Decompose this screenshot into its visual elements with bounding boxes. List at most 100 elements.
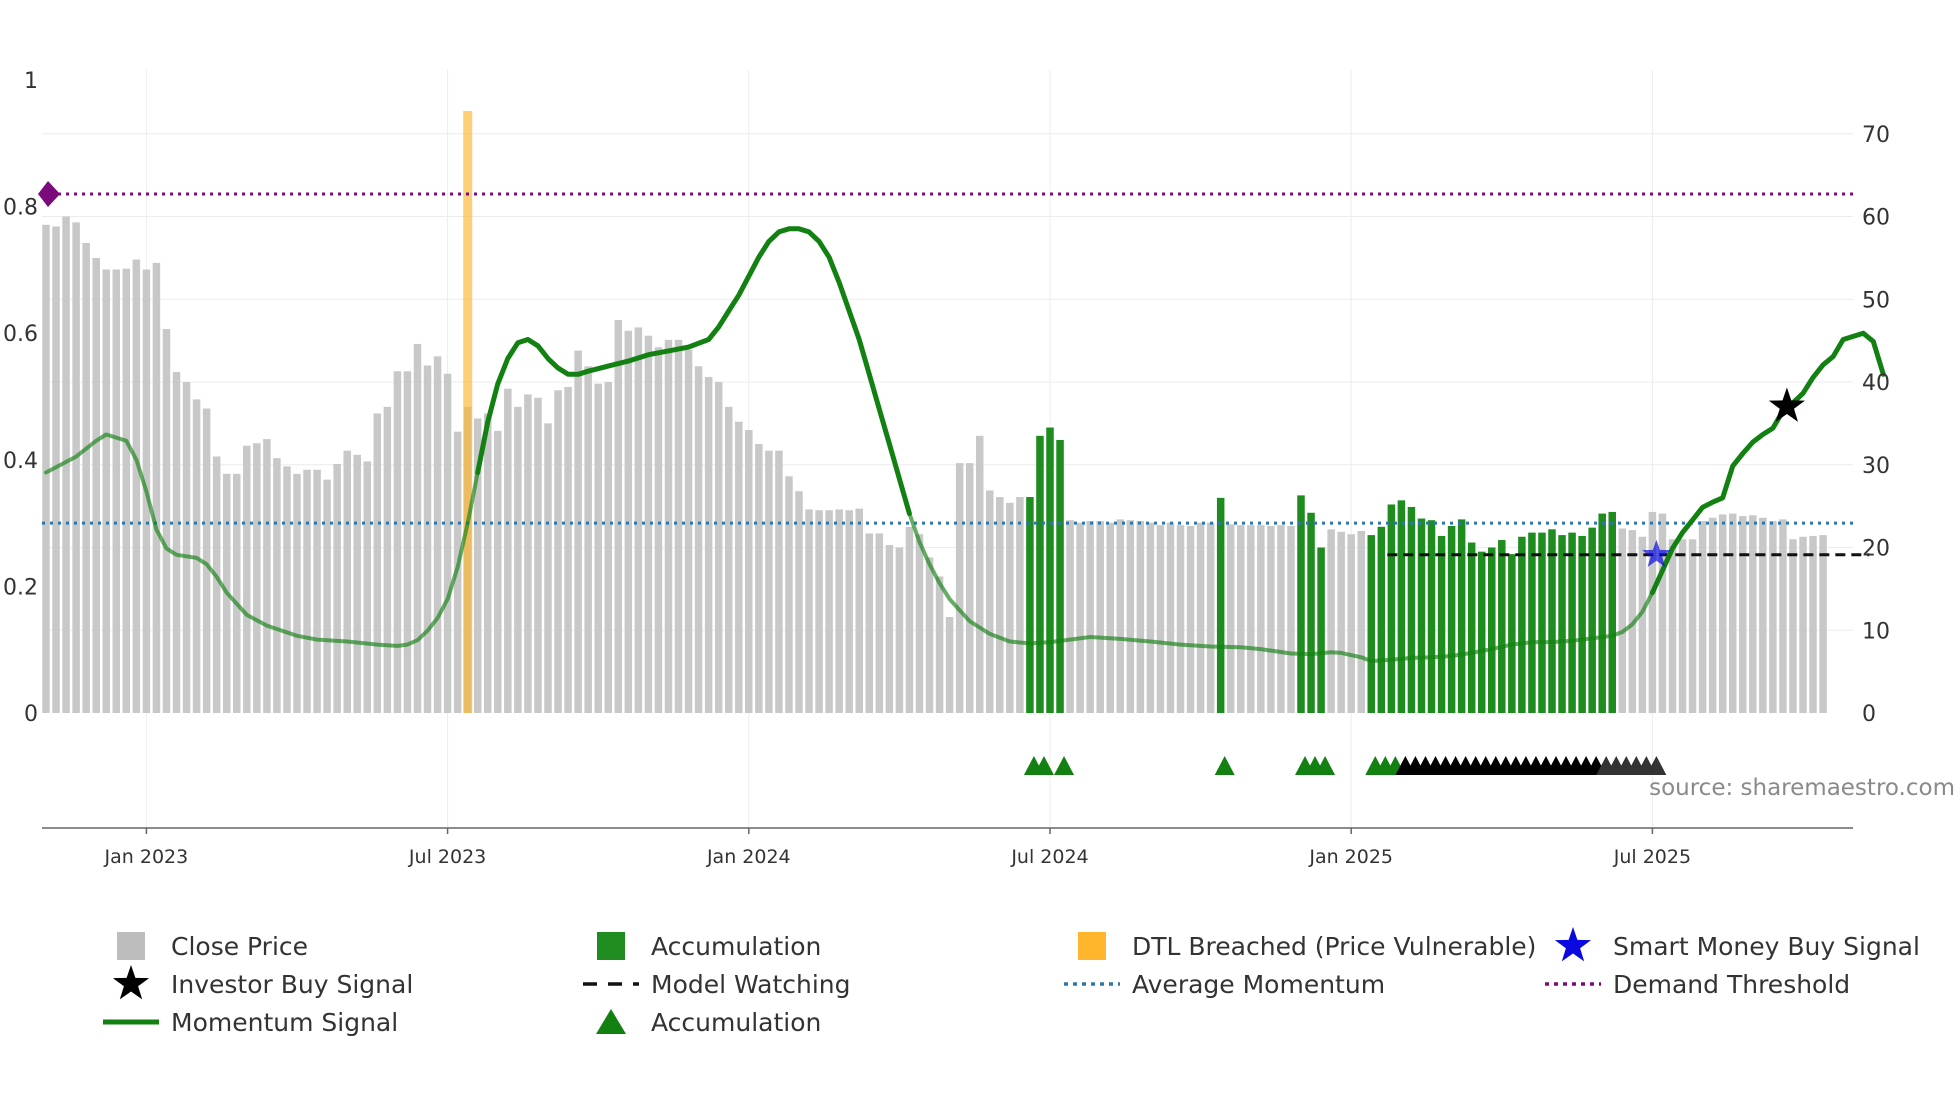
close-price-bar [1186,525,1195,713]
close-price-bar [92,257,100,713]
accumulation-bar [1578,535,1586,713]
close-price-bar [1779,519,1787,713]
close-price-bar [1116,519,1125,713]
accumulation-bar [1056,439,1064,713]
close-price-bar [674,339,683,713]
accumulation-bar [1437,535,1446,713]
close-price-bar [313,469,321,713]
close-price-bar [1166,522,1175,713]
close-price-bar [564,386,572,713]
momentum-signal-line [44,432,480,648]
close-price-bar [443,373,452,713]
x-tick-label: Jan 2023 [104,846,189,868]
close-price-bar [1648,511,1657,713]
close-price-bar [263,439,271,713]
close-price-bar [704,377,713,713]
close-price-bar [1708,517,1717,713]
right-tick-label: 70 [1862,123,1890,148]
legend-label: Average Momentum [1132,970,1385,999]
legend-label: Accumulation [651,1008,821,1037]
close-price-bar [1698,521,1707,713]
close-price-bar [172,372,181,713]
close-price-bar [1749,515,1757,713]
legend-triangle-icon [596,1009,626,1034]
close-price-bar [283,466,291,713]
legend-item: Demand Threshold [1545,970,1850,999]
close-price-bar [875,533,884,713]
x-tick-label: Jan 2025 [1308,846,1393,868]
accumulation-bar [1417,518,1426,713]
close-price-bar [112,269,121,713]
demand-threshold-marker [38,180,60,207]
close-price-bar [1819,535,1827,713]
close-price-bar [1759,517,1767,713]
close-price-bar [1327,529,1335,713]
legend-item: Model Watching [583,970,851,999]
close-price-bar [1799,536,1807,713]
legend-swatch [117,932,145,960]
close-price-bar [323,479,331,713]
accumulation-bar [1367,535,1376,713]
close-price-bar [152,262,161,713]
right-tick-label: 40 [1862,371,1890,396]
close-price-bar [1226,524,1235,713]
close-price-bar [102,269,110,713]
left-tick-label: 0.4 [3,449,38,474]
close-price-bar [835,509,843,713]
close-price-bar [775,450,783,713]
close-price-bar [423,365,432,713]
close-price-bar [1678,539,1687,713]
close-price-bar [925,557,934,713]
legend: Close Price Accumulation DTL Breached (Pri… [103,927,1920,1037]
legend-item: Momentum Signal [103,1008,398,1037]
close-price-bar [805,509,813,713]
close-price-bar [393,371,402,713]
close-price-bar [795,491,803,713]
momentum-signal-line [475,226,912,517]
close-price-bar [765,450,773,713]
left-tick-label: 1 [24,69,38,94]
close-price-bar [815,510,823,713]
accumulation-bar [1036,435,1044,713]
close-price-bar [1076,522,1084,713]
close-price-bar [363,461,372,713]
close-price-bar [935,576,944,713]
right-tick-label: 60 [1862,206,1890,231]
legend-label: Investor Buy Signal [171,970,413,999]
close-price-bar [212,456,221,713]
close-price-bar [303,469,311,713]
close-price-bar [162,329,171,713]
close-price-bar [1277,525,1285,713]
legend-label: Close Price [171,932,308,961]
close-price-bar [554,390,562,713]
legend-label: DTL Breached (Price Vulnerable) [1132,932,1536,961]
close-price-bar [1176,525,1185,713]
legend-item: Average Momentum [1064,970,1385,999]
left-tick-label: 0.6 [3,322,38,347]
close-price-bar [885,545,894,713]
close-price-bar [1638,536,1647,713]
momentum-signal [44,226,1886,664]
legend-label: Momentum Signal [171,1008,398,1037]
close-price-bar [975,435,984,713]
right-tick-label: 0 [1862,702,1876,727]
close-price-bar [1066,520,1074,713]
close-price-bar [243,445,251,713]
accumulation-bar [1477,551,1486,713]
accumulation-bar [1297,495,1305,713]
close-price-bar [915,534,924,713]
momentum-signal-line [1649,330,1886,596]
close-price-bar [42,224,50,713]
accumulation-bar [1407,506,1416,713]
x-tick-label: Jul 2023 [408,846,486,868]
close-price-bar [504,388,512,713]
close-price-bar [594,383,602,713]
legend-label: Smart Money Buy Signal [1613,932,1920,961]
accumulation-bar [1046,427,1054,713]
legend-item: Close Price [117,932,308,961]
accumulation-bar [1598,513,1606,713]
legend-item: Accumulation [596,1008,821,1037]
close-price-bar [1618,528,1627,713]
legend-swatch [1078,932,1106,960]
close-price-bar [1739,516,1747,713]
